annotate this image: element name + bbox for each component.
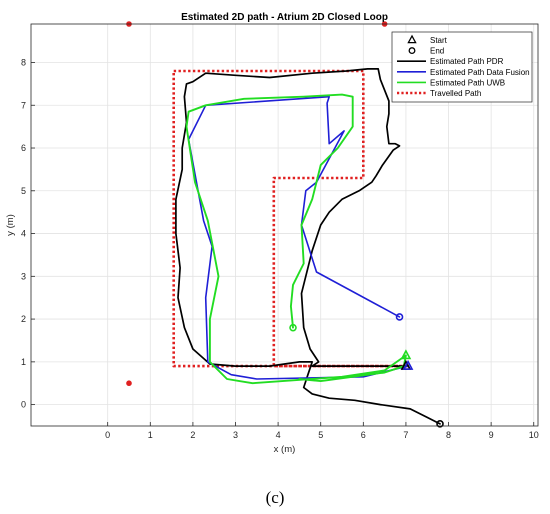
- legend-label-start: Start: [430, 36, 448, 45]
- start-marker: [402, 359, 414, 370]
- legend-label-end: End: [430, 47, 444, 56]
- y-tick-label: 5: [21, 186, 26, 196]
- series-line-estimated-path-pdr: [175, 68, 441, 425]
- x-tick-label: 9: [489, 430, 494, 440]
- series-line-estimated-path-uwb: [185, 93, 407, 385]
- y-tick-label: 2: [21, 314, 26, 324]
- x-axis-label: x (m): [274, 444, 296, 455]
- x-tick-label: 0: [105, 430, 110, 440]
- end-marker: [436, 420, 444, 428]
- legend-label-estimated-path-pdr: Estimated Path PDR: [430, 57, 504, 66]
- legend-swatch-end: [408, 47, 416, 55]
- plot-area: [30, 21, 539, 428]
- y-axis-label: y (m): [5, 214, 16, 236]
- x-tick-label: 4: [276, 430, 281, 440]
- x-tick-label: 2: [190, 430, 195, 440]
- legend-label-travelled-path: Travelled Path: [430, 89, 481, 98]
- y-tick-label: 7: [21, 100, 26, 110]
- chart-title: Estimated 2D path - Atrium 2D Closed Loo…: [181, 12, 388, 23]
- axes-box: [30, 23, 539, 427]
- y-tick-label: 1: [21, 357, 26, 367]
- legend-label-estimated-path-data-fusion: Estimated Path Data Fusion: [430, 68, 530, 77]
- x-tick-label: 8: [446, 430, 451, 440]
- legend-box: [391, 31, 533, 103]
- x-tick-label: 1: [148, 430, 153, 440]
- x-tick-label: 5: [318, 430, 323, 440]
- x-tick-label: 10: [529, 430, 539, 440]
- start-marker: [400, 349, 412, 360]
- legend-swatch-start: [407, 34, 417, 44]
- y-tick-label: 0: [21, 400, 26, 410]
- end-marker: [395, 313, 404, 321]
- x-tick-label: 7: [403, 430, 408, 440]
- x-tick-label: 3: [233, 430, 238, 440]
- y-tick-label: 3: [21, 271, 26, 281]
- x-tick-label: 6: [361, 430, 366, 440]
- legend-label-estimated-path-uwb: Estimated Path UWB: [430, 78, 505, 87]
- figure-caption: (c): [265, 488, 285, 507]
- y-tick-label: 6: [21, 143, 26, 153]
- anchor-point: [126, 380, 132, 387]
- y-tick-label: 4: [21, 229, 26, 239]
- y-tick-label: 8: [21, 57, 26, 67]
- end-marker: [289, 323, 297, 332]
- ticks: 0 1 2 3 4 5 6 7 8 9 10 0 1 2 3 4 5 6 7 8: [21, 57, 539, 440]
